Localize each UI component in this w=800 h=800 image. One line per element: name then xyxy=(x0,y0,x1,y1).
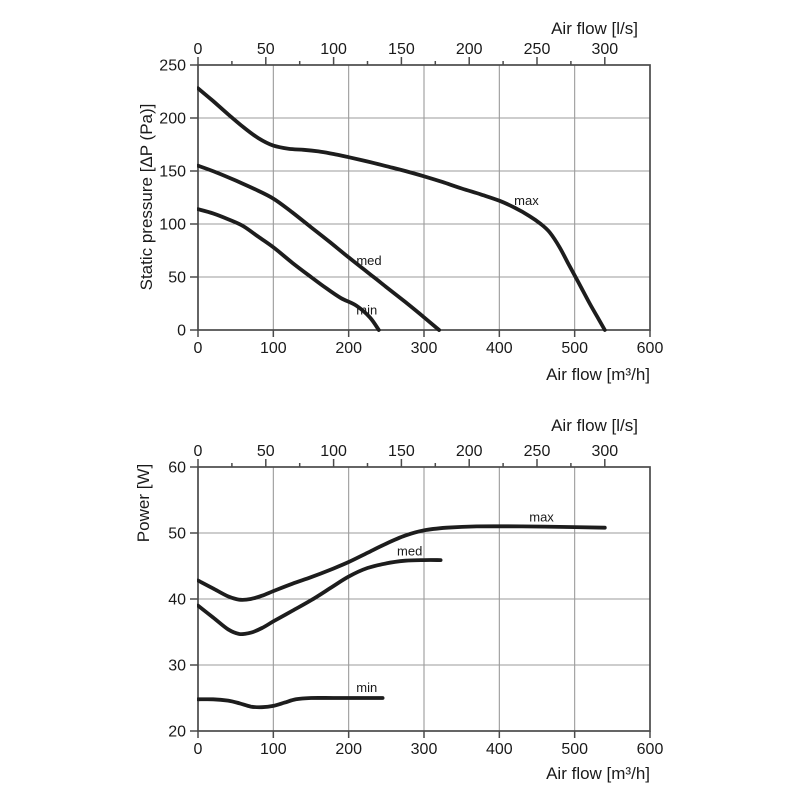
x-top-tick-label: 200 xyxy=(456,443,483,460)
tick-labels: 0 100 200 300 400 500 600 0 50 100 150 200 250 0 50 100… xyxy=(159,41,663,357)
x-bottom-tick-label: 0 xyxy=(194,741,203,758)
gridlines xyxy=(198,65,650,330)
x-top-tick-label: 100 xyxy=(320,41,347,58)
y-tick-label: 20 xyxy=(168,724,186,741)
x-bottom-tick-label: 400 xyxy=(486,741,513,758)
curve-min xyxy=(197,696,385,710)
y-tick-label: 150 xyxy=(159,164,186,181)
y-tick-label: 200 xyxy=(159,111,186,128)
pressure-y-axis-title: Static pressure [ΔP (Pa)] xyxy=(137,104,156,291)
curve-max xyxy=(197,524,607,602)
y-tick-label: 100 xyxy=(159,217,186,234)
y-tick-label: 0 xyxy=(177,323,186,340)
x-top-tick-label: 100 xyxy=(320,443,347,460)
axis-ticks xyxy=(190,459,651,738)
curve-max xyxy=(197,86,607,332)
static-pressure-chart: 0 100 200 300 400 500 600 0 50 100 150 200 250 0 50 100… xyxy=(159,41,663,357)
x-bottom-tick-label: 300 xyxy=(411,741,438,758)
x-bottom-tick-label: 100 xyxy=(260,741,287,758)
x-top-tick-label: 50 xyxy=(257,41,275,58)
y-tick-label: 30 xyxy=(168,658,186,675)
curve-label-max: max xyxy=(529,510,554,525)
y-tick-label: 50 xyxy=(168,526,186,543)
pressure-bottom-axis-title: Air flow [m³/h] xyxy=(546,365,650,384)
x-top-tick-label: 250 xyxy=(524,443,551,460)
y-tick-label: 50 xyxy=(168,270,186,287)
x-top-tick-label: 150 xyxy=(388,41,415,58)
x-bottom-tick-label: 100 xyxy=(260,340,287,357)
curve-label-max: max xyxy=(514,193,539,208)
x-bottom-tick-label: 0 xyxy=(194,340,203,357)
x-top-tick-label: 300 xyxy=(591,443,618,460)
y-tick-label: 250 xyxy=(159,58,186,75)
curve-label-min: min xyxy=(356,680,377,695)
x-bottom-tick-label: 400 xyxy=(486,340,513,357)
x-bottom-tick-label: 500 xyxy=(561,741,588,758)
curve-label-min: min xyxy=(356,302,377,317)
x-bottom-tick-label: 600 xyxy=(637,340,664,357)
x-top-tick-label: 300 xyxy=(591,41,618,58)
x-top-tick-label: 50 xyxy=(257,443,275,460)
x-bottom-tick-label: 200 xyxy=(335,741,362,758)
y-tick-label: 40 xyxy=(168,592,186,609)
curve-min xyxy=(197,207,381,332)
axis-ticks xyxy=(190,57,651,337)
curve-label-med: med xyxy=(356,253,381,268)
curve-med xyxy=(197,558,443,637)
x-bottom-tick-label: 300 xyxy=(411,340,438,357)
power-top-axis-title: Air flow [l/s] xyxy=(551,416,638,435)
x-top-tick-label: 0 xyxy=(194,41,203,58)
x-top-tick-label: 150 xyxy=(388,443,415,460)
curve-med xyxy=(197,163,441,332)
curve-label-med: med xyxy=(397,543,422,558)
x-top-tick-label: 0 xyxy=(194,443,203,460)
x-top-tick-label: 250 xyxy=(524,41,551,58)
x-bottom-tick-label: 600 xyxy=(637,741,664,758)
y-tick-label: 60 xyxy=(168,460,186,477)
pressure-top-axis-title: Air flow [l/s] xyxy=(551,19,638,38)
x-bottom-tick-label: 500 xyxy=(561,340,588,357)
power-bottom-axis-title: Air flow [m³/h] xyxy=(546,764,650,783)
power-y-axis-title: Power [W] xyxy=(134,464,153,542)
x-bottom-tick-label: 200 xyxy=(335,340,362,357)
x-top-tick-label: 200 xyxy=(456,41,483,58)
gridlines xyxy=(198,467,650,731)
